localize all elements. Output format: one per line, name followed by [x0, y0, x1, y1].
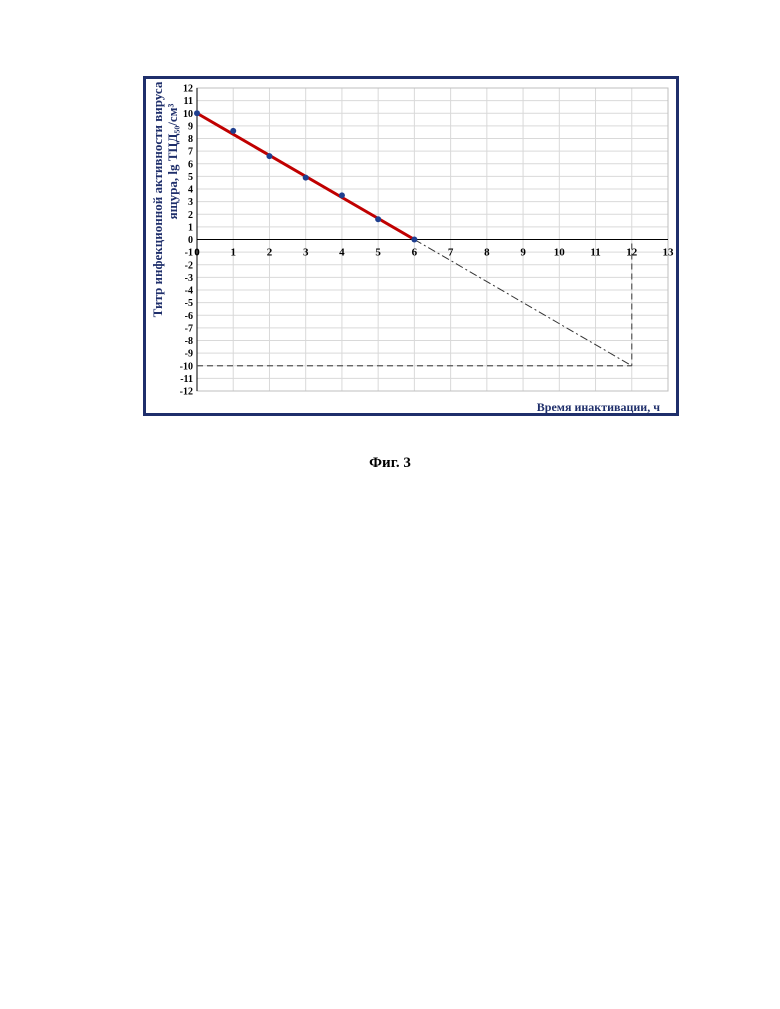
- y-tick-label: -5: [185, 298, 193, 309]
- x-tick-label: 6: [412, 247, 418, 259]
- y-tick-label: 11: [184, 96, 193, 107]
- x-tick-label: 5: [375, 247, 381, 259]
- chart-svg: 1211109876543210-1-2-3-4-5-6-7-8-9-10-11…: [146, 79, 682, 419]
- y-tick-label: 6: [188, 159, 193, 170]
- x-tick-label: 9: [520, 247, 526, 259]
- data-point: [411, 237, 417, 243]
- y-axis-label-line2: ящура, lg ТЦД₅₀/см³: [165, 104, 180, 220]
- data-point: [339, 192, 345, 198]
- y-tick-label: 3: [188, 197, 193, 208]
- y-tick-label: 1: [188, 222, 193, 233]
- y-tick-label: -1: [185, 248, 193, 259]
- y-tick-label: -7: [185, 323, 193, 334]
- y-axis-label-line1: Титр инфекционной активности вируса: [150, 81, 165, 317]
- x-tick-label: 13: [663, 247, 675, 259]
- x-tick-label: 12: [626, 247, 638, 259]
- data-point: [303, 175, 309, 181]
- y-tick-label: 2: [188, 210, 193, 221]
- x-tick-label: 10: [554, 247, 566, 259]
- x-tick-label: 8: [484, 247, 490, 259]
- x-tick-label: 2: [267, 247, 273, 259]
- y-tick-label: -2: [185, 260, 193, 271]
- y-tick-label: -9: [185, 349, 193, 360]
- x-tick-label: 4: [339, 247, 345, 259]
- y-tick-label: 12: [183, 84, 193, 95]
- y-tick-label: 10: [183, 109, 193, 120]
- x-tick-label: 1: [230, 247, 236, 259]
- y-tick-label: 4: [188, 185, 193, 196]
- x-tick-label: 11: [590, 247, 600, 259]
- y-tick-label: -10: [180, 361, 193, 372]
- y-tick-label: 0: [188, 235, 193, 246]
- data-point: [194, 110, 200, 116]
- y-tick-label: 8: [188, 134, 193, 145]
- y-tick-label: -11: [180, 374, 193, 385]
- y-tick-label: 7: [188, 147, 193, 158]
- y-tick-label: -4: [185, 286, 193, 297]
- chart-frame: 1211109876543210-1-2-3-4-5-6-7-8-9-10-11…: [143, 76, 679, 416]
- x-axis-label: Время инактивации, ч: [537, 400, 660, 414]
- x-tick-label: 7: [448, 247, 454, 259]
- y-tick-label: -12: [180, 387, 193, 398]
- x-tick-label: 3: [303, 247, 309, 259]
- x-tick-label: 0: [194, 247, 200, 259]
- data-point: [230, 128, 236, 134]
- data-point: [266, 153, 272, 159]
- y-tick-label: 5: [188, 172, 193, 183]
- y-tick-label: 9: [188, 121, 193, 132]
- y-tick-label: -6: [185, 311, 193, 322]
- figure-caption: Фиг. 3: [0, 455, 780, 472]
- data-point: [375, 216, 381, 222]
- y-tick-label: -8: [185, 336, 193, 347]
- chart-ticks: 1211109876543210-1-2-3-4-5-6-7-8-9-10-11…: [180, 84, 674, 398]
- y-tick-label: -3: [185, 273, 193, 284]
